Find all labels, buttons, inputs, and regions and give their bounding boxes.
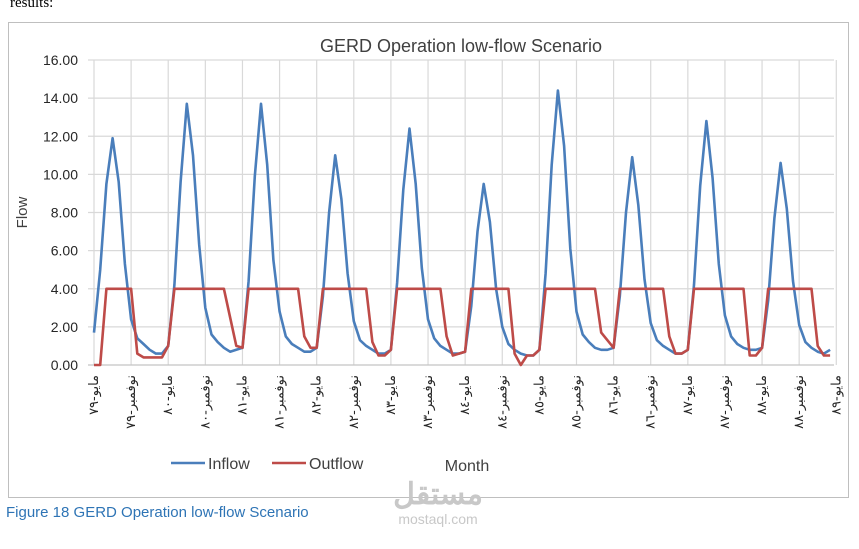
x-tick-label: مايو-٨٧ [681, 375, 696, 415]
series-line-inflow [92, 89, 831, 357]
y-tick-label: 12.00 [43, 128, 78, 144]
x-tick-label: نوفمبر-٨٦ [644, 375, 659, 429]
y-tick-label: 0.00 [51, 357, 78, 373]
x-tick-label: نوفمبر-٨١ [273, 375, 288, 429]
y-tick-label: 10.00 [43, 166, 78, 182]
series-line-outflow [94, 287, 831, 367]
y-tick-label: 6.00 [51, 243, 78, 259]
x-tick-label: مايو-٨٦ [607, 375, 622, 415]
y-tick-label: 8.00 [51, 205, 78, 221]
x-tick-label: مايو-٨١ [235, 375, 250, 415]
y-axis-label: Flow [14, 196, 31, 228]
x-tick-label: مايو-٨٠ [161, 375, 176, 415]
chart-svg: GERD Operation low-flow Scenario 0.00 2.00… [14, 36, 844, 475]
x-tick-label: مايو-٨٣ [384, 375, 399, 415]
x-tick-label: نوفمبر-٧٩ [124, 375, 139, 429]
header-text: results: [10, 0, 54, 11]
x-tick-label: نوفمبر-٨٠ [198, 375, 213, 429]
x-tick-label: نوفمبر-٨٨ [792, 375, 807, 429]
x-tick-label: نوفمبر-٨٣ [421, 375, 436, 429]
y-tick-label: 16.00 [43, 52, 78, 68]
x-tick-label: نوفمبر-٨٥ [569, 375, 584, 429]
x-tick-label: مايو-٨٤ [458, 375, 473, 415]
figure-caption: Figure 18 GERD Operation low-flow Scenar… [6, 504, 309, 521]
x-axis-label: Month [445, 458, 489, 475]
x-tick-label: مايو-٧٩ [87, 375, 102, 415]
watermark-logo: مستقل mostaql.com [378, 478, 498, 526]
y-tick-label: 14.00 [43, 90, 78, 106]
x-tick-label: مايو-٨٩ [829, 375, 844, 415]
y-tick-label: 2.00 [51, 319, 78, 335]
watermark-url: mostaql.com [398, 511, 478, 527]
x-tick-label: نوفمبر-٨٢ [347, 375, 362, 429]
legend-label-outflow: Outflow [309, 456, 364, 473]
legend-label-inflow: Inflow [208, 456, 250, 473]
y-tick-label: 4.00 [51, 281, 78, 297]
x-tick-label: مايو-٨٥ [532, 375, 547, 415]
chart-container: GERD Operation low-flow Scenario 0.00 2.00… [8, 22, 849, 498]
chart-title: GERD Operation low-flow Scenario [320, 36, 602, 56]
x-tick-label: مايو-٨٢ [310, 375, 325, 415]
watermark-logo-text: مستقل [393, 478, 483, 511]
x-tick-label: نوفمبر-٨٧ [718, 375, 733, 429]
x-tick-label: نوفمبر-٨٤ [495, 375, 510, 429]
x-tick-label: مايو-٨٨ [755, 375, 770, 415]
